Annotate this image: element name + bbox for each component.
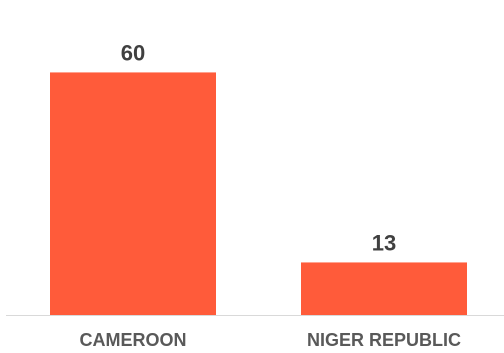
data-label-cameroon: 60 [121, 40, 145, 65]
value-labels-group: 60 13 [121, 40, 396, 255]
data-label-niger-republic: 13 [372, 230, 396, 255]
bar-niger-republic [301, 262, 467, 315]
tick-label-niger-republic: NIGER REPUBLIC [307, 330, 461, 350]
bar-cameroon [50, 72, 216, 315]
bars-group [50, 72, 467, 315]
tick-label-cameroon: CAMEROON [80, 330, 187, 350]
tick-labels-group: CAMEROON NIGER REPUBLIC [80, 330, 462, 350]
